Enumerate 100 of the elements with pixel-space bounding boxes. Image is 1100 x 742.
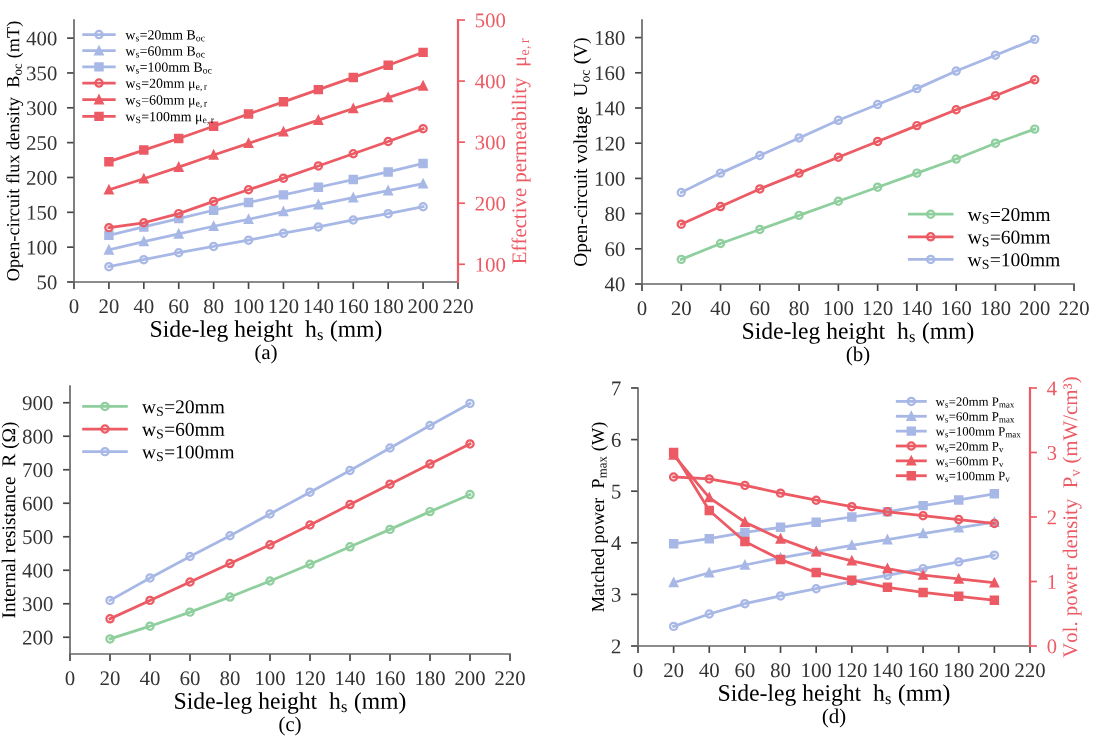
legend-label: w$_{S}$=20mm <box>141 400 225 416</box>
x-tick-label: 160 <box>339 299 369 314</box>
y2-tick-label: 500 <box>475 13 506 28</box>
x-tick-label: 200 <box>979 663 1010 678</box>
y2-axis-title: Vol. power density P$_{v}$ (mW/cm³) <box>1062 377 1082 658</box>
x-tick-label: 40 <box>139 671 160 686</box>
x-tick-label: 180 <box>944 663 974 678</box>
y-tick-label: 500 <box>23 530 53 545</box>
y-tick-label: 900 <box>22 396 53 411</box>
x-tick-label: 60 <box>180 671 200 686</box>
y-tick-label: 200 <box>23 630 53 645</box>
x-tick-label: 180 <box>416 671 445 686</box>
x-tick-label: 120 <box>269 299 299 314</box>
y-tick-label: 300 <box>27 101 57 116</box>
x-tick-label: 200 <box>1020 301 1050 316</box>
y-tick-label: 5 <box>612 484 621 499</box>
x-tick-label: 40 <box>699 663 719 678</box>
x-tick-label: 0 <box>637 301 647 316</box>
x-tick-label: 200 <box>455 671 485 686</box>
y-tick-label: 100 <box>27 240 57 255</box>
y2-tick-label: 0 <box>1047 639 1057 654</box>
y-tick-label: 120 <box>595 136 625 151</box>
y2-tick-label: 1 <box>1048 574 1056 589</box>
x-tick-label: 20 <box>671 301 691 316</box>
text: (a) <box>255 344 277 364</box>
legend-label: w$_{S}$=20mm <box>967 207 1051 224</box>
x-tick-label: 140 <box>903 301 932 316</box>
x-tick-label: 20 <box>664 663 684 678</box>
x-tick-label: 140 <box>304 299 334 314</box>
y2-tick-label: 400 <box>475 74 506 89</box>
y-axis-title: Internal resistance R (Ω) <box>1 422 20 618</box>
x-tick-label: 0 <box>633 663 643 678</box>
x-tick-label: 160 <box>376 671 405 686</box>
x-tick-label: 100 <box>256 671 285 686</box>
x-tick-label: 80 <box>789 301 809 316</box>
y-tick-label: 3 <box>611 587 621 602</box>
y-tick-label: 60 <box>605 242 625 257</box>
x-tick-label: 100 <box>802 663 832 678</box>
x-tick-label: 60 <box>750 301 770 316</box>
x-tick-label: 0 <box>69 299 79 314</box>
y-axis-title: Matched power P$_{max}$ (W) <box>591 422 608 612</box>
text: (c) <box>279 716 301 736</box>
y2-axis-title: Effective permeability μ$_{e,r}$ <box>511 38 532 264</box>
x-tick-label: 120 <box>296 671 325 686</box>
x-axis-title: Side-leg height h$_{s}$ (mm) <box>175 692 406 714</box>
x-tick-label: 0 <box>65 671 75 686</box>
y-tick-label: 600 <box>22 496 53 511</box>
legend-label: w$_{S}$=100mm <box>141 445 235 462</box>
y-tick-label: 200 <box>27 170 57 185</box>
x-tick-label: 80 <box>220 671 240 686</box>
y-axis-title: Open-circuit flux density B$_{oc}$ (mT) <box>6 21 24 281</box>
x-tick-label: 40 <box>133 299 154 314</box>
y-tick-label: 6 <box>611 433 621 448</box>
x-tick-label: 220 <box>1059 301 1089 316</box>
y-tick-label: 7 <box>612 381 621 396</box>
y-tick-label: 4 <box>611 536 622 551</box>
x-tick-label: 20 <box>100 671 120 686</box>
x-tick-label: 80 <box>204 299 224 314</box>
y-tick-label: 250 <box>27 136 57 151</box>
y-tick-label: 180 <box>595 30 625 46</box>
legend-label: w$_{S}$=100mm <box>967 253 1060 269</box>
x-axis-title: Side-leg height h$_{s}$ (mm) <box>719 684 950 706</box>
x-tick-label: 200 <box>408 299 438 314</box>
x-tick-label: 160 <box>909 663 938 678</box>
x-tick-label: 180 <box>374 299 404 314</box>
y2-tick-label: 100 <box>476 257 506 272</box>
x-tick-label: 60 <box>169 299 189 314</box>
y-tick-label: 700 <box>23 463 53 478</box>
y2-tick-label: 4 <box>1047 381 1057 396</box>
y2-tick-label: 200 <box>475 196 506 211</box>
x-tick-label: 220 <box>495 671 525 686</box>
x-tick-label: 140 <box>873 663 903 678</box>
y-tick-label: 100 <box>595 171 625 186</box>
y2-tick-label: 2 <box>1047 510 1056 525</box>
y-tick-label: 2 <box>611 639 621 654</box>
y-axis-title: Open-circuit voltage U$_{oc}$ (V) <box>573 38 592 266</box>
x-tick-label: 220 <box>1015 663 1045 678</box>
y-tick-label: 350 <box>27 66 57 81</box>
x-tick-label: 20 <box>99 299 119 314</box>
legend-label: w$_{S}$=60mm <box>141 422 225 439</box>
x-axis-title: Side-leg height h$_{s}$ (mm) <box>151 320 382 342</box>
x-tick-label: 120 <box>863 301 893 316</box>
y-tick-label: 80 <box>605 206 625 222</box>
x-tick-label: 40 <box>710 301 731 316</box>
legend-label: w$_{S}$=60mm <box>967 230 1051 247</box>
text: (b) <box>846 346 870 366</box>
y-tick-label: 40 <box>604 277 625 292</box>
x-tick-label: 120 <box>838 663 867 678</box>
x-axis-title: Side-leg height h$_{s}$ (mm) <box>743 322 974 344</box>
x-tick-label: 160 <box>942 301 972 316</box>
x-tick-label: 100 <box>234 299 264 314</box>
x-tick-label: 220 <box>443 299 473 314</box>
x-tick-label: 100 <box>824 301 854 316</box>
y-tick-label: 300 <box>23 597 53 612</box>
y-tick-label: 140 <box>595 101 625 116</box>
y-tick-label: 50 <box>37 275 57 290</box>
y2-tick-label: 3 <box>1047 445 1057 460</box>
x-tick-label: 80 <box>770 663 791 678</box>
y-tick-label: 400 <box>22 563 53 578</box>
x-tick-label: 140 <box>336 671 365 686</box>
